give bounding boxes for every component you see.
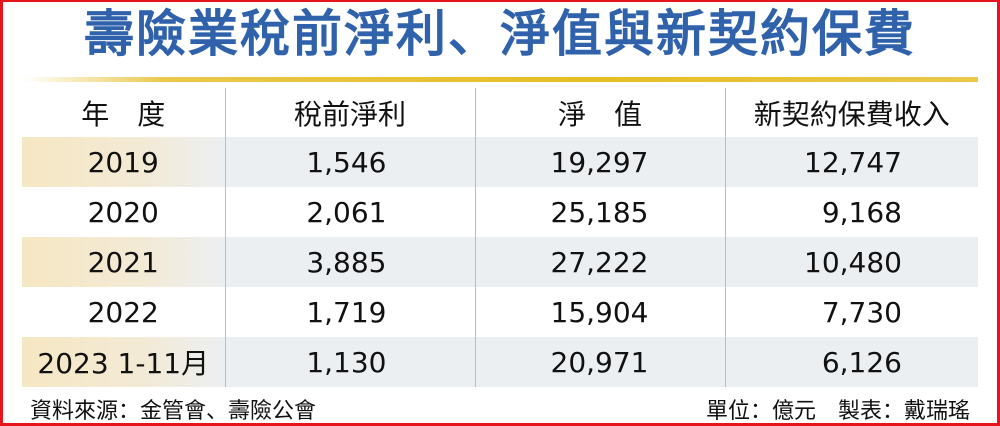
header-new-premium: 新契約保費收入 bbox=[724, 88, 978, 137]
cell-year: 2021 bbox=[22, 237, 225, 287]
cell-pretax-profit: 3,885 bbox=[224, 237, 475, 287]
header-row: 年 度 稅前淨利 淨 值 新契約保費收入 bbox=[22, 88, 978, 137]
cell-pretax-profit: 1,546 bbox=[224, 137, 475, 187]
data-table: 年 度 稅前淨利 淨 值 新契約保費收入 2019 1,546 19,297 1… bbox=[22, 88, 978, 387]
cell-net-worth: 15,904 bbox=[474, 287, 725, 337]
header-year: 年 度 bbox=[81, 97, 166, 131]
cell-year: 2019 bbox=[22, 137, 225, 187]
header-net-worth: 淨 值 bbox=[474, 88, 725, 137]
page-title: 壽險業稅前淨利、淨值與新契約保費 bbox=[84, 5, 916, 63]
cell-net-worth: 19,297 bbox=[474, 137, 725, 187]
table-row: 2021 3,885 27,222 10,480 bbox=[22, 237, 978, 287]
cell-year: 2022 bbox=[87, 295, 159, 329]
cell-pretax-profit: 1,130 bbox=[224, 337, 475, 387]
cell-new-premium: 9,168 bbox=[724, 187, 978, 237]
table-row: 2023 1-11月 1,130 20,971 6,126 bbox=[22, 337, 978, 387]
cell-pretax-profit: 1,719 bbox=[224, 287, 475, 337]
header-pretax-profit: 稅前淨利 bbox=[224, 88, 475, 137]
maker-note: 製表：戴瑞瑤 bbox=[837, 399, 970, 424]
cell-net-worth: 20,971 bbox=[474, 337, 725, 387]
table-row: 2019 1,546 19,297 12,747 bbox=[22, 137, 978, 187]
cell-new-premium: 6,126 bbox=[724, 337, 978, 387]
cell-year: 2020 bbox=[87, 195, 159, 229]
cell-year: 2023 1-11月 bbox=[22, 337, 225, 387]
cell-new-premium: 10,480 bbox=[724, 237, 978, 287]
cell-new-premium: 12,747 bbox=[724, 137, 978, 187]
source-note: 資料來源：金管會、壽險公會 bbox=[30, 399, 317, 424]
table-row: 2020 2,061 25,185 9,168 bbox=[22, 187, 978, 237]
gold-divider bbox=[22, 77, 978, 82]
table-row: 2022 1,719 15,904 7,730 bbox=[22, 287, 978, 337]
cell-pretax-profit: 2,061 bbox=[224, 187, 475, 237]
unit-note: 單位：億元 bbox=[705, 399, 816, 424]
cell-net-worth: 27,222 bbox=[474, 237, 725, 287]
credits: 單位：億元 製表：戴瑞瑤 bbox=[706, 393, 970, 425]
cell-net-worth: 25,185 bbox=[474, 187, 725, 237]
cell-new-premium: 7,730 bbox=[724, 287, 978, 337]
